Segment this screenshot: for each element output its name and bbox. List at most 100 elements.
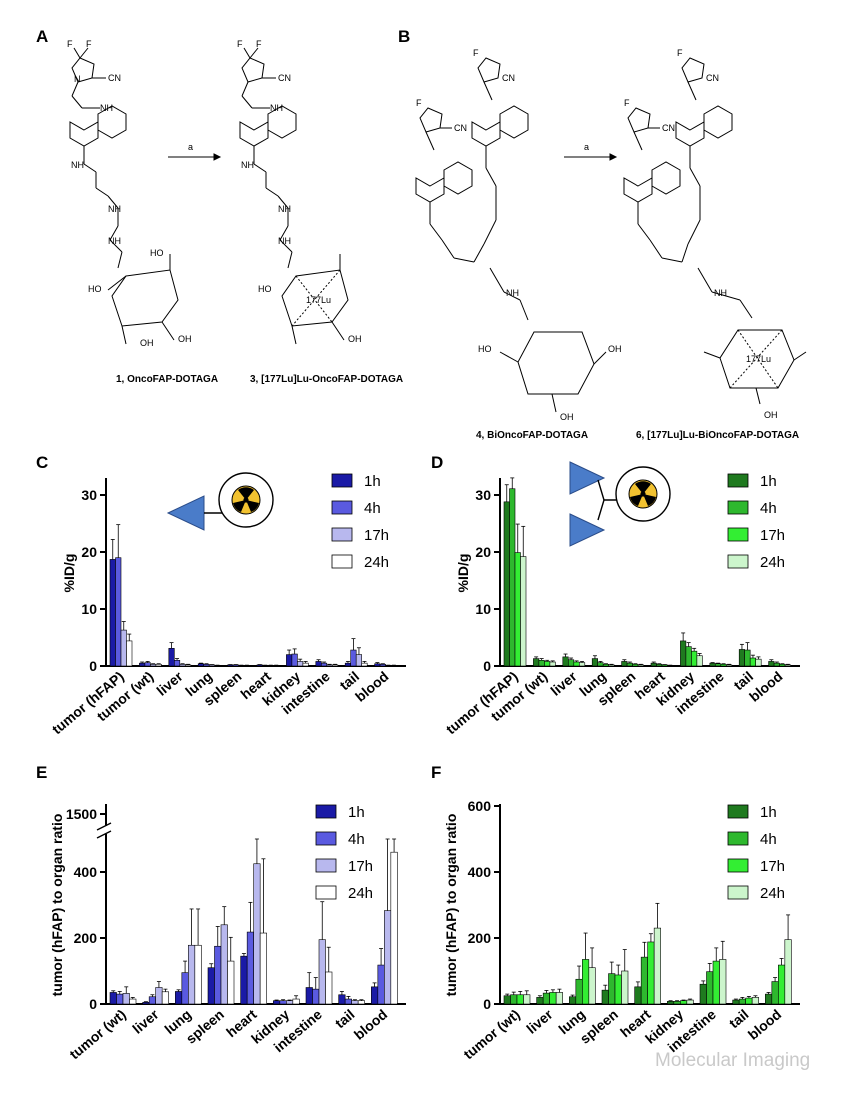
ligand-triangle-icon bbox=[166, 495, 205, 531]
bar bbox=[749, 657, 757, 667]
arrowhead-a bbox=[213, 153, 222, 161]
bar bbox=[661, 664, 668, 667]
bar bbox=[779, 663, 786, 667]
x-category-label: liver bbox=[547, 668, 580, 699]
y-tick-label: 200 bbox=[74, 930, 98, 946]
ratio-chart-bioncofap: 0 200 400 600 tumor (hFAP) to organ ratiotum… bbox=[443, 798, 800, 1062]
atom-label: HO bbox=[88, 284, 102, 294]
bar bbox=[197, 663, 204, 667]
bar bbox=[286, 1000, 294, 1005]
bar bbox=[650, 662, 657, 667]
bar bbox=[181, 972, 189, 1005]
legend-swatch bbox=[315, 831, 337, 846]
atom-label: OH bbox=[608, 344, 622, 354]
atom-label: F bbox=[473, 48, 479, 58]
bar bbox=[286, 654, 293, 667]
legend-label: 1h bbox=[348, 804, 365, 821]
bar bbox=[259, 932, 267, 1005]
bar bbox=[582, 959, 590, 1005]
compound-4-caption: 4, BiOncoFAP-DOTAGA bbox=[476, 430, 588, 441]
bar bbox=[374, 663, 381, 667]
atom-label: NH bbox=[506, 288, 519, 298]
compound-4-structure bbox=[415, 57, 607, 413]
bar bbox=[516, 994, 524, 1005]
y-tick-label: 400 bbox=[74, 864, 98, 880]
bar bbox=[732, 999, 740, 1005]
legend-label: 4h bbox=[760, 500, 777, 517]
compound-1-structure bbox=[69, 47, 179, 345]
bar bbox=[142, 1002, 150, 1005]
bar bbox=[503, 995, 511, 1005]
compound-6-caption: 6, [177Lu]Lu-BiOncoFAP-DOTAGA bbox=[636, 430, 799, 441]
bar bbox=[379, 663, 386, 667]
bar bbox=[575, 978, 583, 1005]
atom-label: NH bbox=[71, 160, 84, 170]
atom-label: F bbox=[237, 39, 243, 49]
atom-label: NH bbox=[108, 236, 121, 246]
bar bbox=[680, 1000, 688, 1005]
atom-label: NH bbox=[100, 103, 113, 113]
atom-label: OH bbox=[178, 334, 192, 344]
bar bbox=[784, 664, 791, 667]
y-tick-label: 200 bbox=[468, 930, 492, 946]
bar bbox=[520, 556, 527, 667]
atom-label: CN bbox=[108, 73, 121, 83]
bar bbox=[361, 662, 368, 667]
atom-label: CN bbox=[662, 123, 675, 133]
x-category-label: liver bbox=[153, 668, 186, 699]
bar bbox=[549, 992, 557, 1005]
bar bbox=[544, 661, 551, 667]
bar bbox=[549, 661, 556, 667]
legend-swatch bbox=[315, 858, 337, 873]
panel-label-f: F bbox=[431, 763, 441, 782]
bar bbox=[315, 661, 322, 667]
atom-label: F bbox=[86, 39, 92, 49]
bar bbox=[227, 960, 235, 1005]
bar bbox=[155, 663, 162, 667]
y-tick-label: 30 bbox=[475, 487, 491, 503]
bar bbox=[578, 662, 586, 667]
bar bbox=[536, 997, 544, 1005]
bar bbox=[667, 1001, 675, 1005]
bar bbox=[778, 964, 786, 1005]
bar bbox=[232, 664, 239, 667]
bar bbox=[784, 939, 792, 1005]
bar bbox=[523, 994, 531, 1005]
bar bbox=[115, 557, 122, 667]
bar bbox=[126, 640, 133, 667]
bar bbox=[591, 658, 599, 667]
x-category-label: blood bbox=[352, 668, 391, 705]
bar bbox=[720, 663, 727, 667]
x-category-label: spleen bbox=[183, 1006, 227, 1047]
bar bbox=[179, 663, 186, 667]
bar bbox=[673, 1001, 681, 1005]
bar bbox=[318, 939, 326, 1005]
atom-label: F bbox=[416, 98, 422, 108]
bar bbox=[533, 658, 540, 667]
atom-label: N bbox=[74, 74, 81, 84]
bar bbox=[614, 974, 622, 1005]
bar bbox=[325, 971, 333, 1005]
bar bbox=[542, 992, 550, 1005]
legend-label: 24h bbox=[364, 554, 389, 571]
bar bbox=[188, 944, 196, 1005]
y-axis-label: tumor (hFAP) to organ ratio bbox=[49, 814, 65, 997]
atom-label: OH bbox=[764, 410, 778, 420]
legend-swatch bbox=[727, 554, 749, 569]
bar bbox=[344, 662, 352, 667]
bar bbox=[709, 662, 716, 667]
legend-swatch bbox=[727, 804, 749, 819]
legend-swatch bbox=[315, 885, 337, 900]
bar bbox=[588, 967, 596, 1005]
atom-label: NH bbox=[714, 288, 727, 298]
bar bbox=[608, 973, 616, 1005]
bioncofap-dotaga-schematic bbox=[569, 461, 671, 547]
bar bbox=[765, 993, 773, 1005]
arrowhead-b bbox=[609, 153, 618, 161]
lutetium-label: 177Lu bbox=[306, 295, 331, 305]
bar bbox=[208, 664, 215, 667]
bar bbox=[706, 971, 714, 1005]
bar bbox=[320, 662, 328, 667]
